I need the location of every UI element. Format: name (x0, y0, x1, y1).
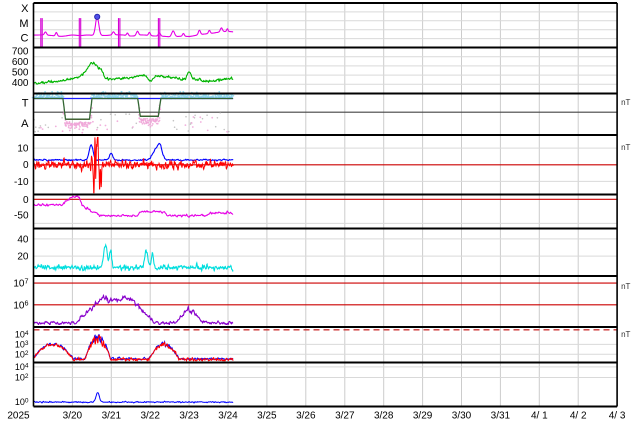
svg-text:0: 0 (23, 160, 29, 171)
svg-text:3/21: 3/21 (102, 411, 122, 422)
svg-text:2025: 2025 (7, 411, 30, 422)
svg-text:M: M (19, 18, 28, 30)
svg-text:40: 40 (17, 234, 29, 245)
svg-text:600: 600 (12, 57, 29, 68)
svg-text:T: T (22, 98, 29, 110)
svg-text:-10: -10 (14, 177, 29, 188)
svg-text:-50: -50 (14, 210, 29, 221)
svg-text:3/29: 3/29 (413, 411, 433, 422)
svg-text:3/25: 3/25 (257, 411, 277, 422)
svg-text:0: 0 (23, 195, 29, 206)
svg-text:C: C (21, 33, 29, 45)
svg-text:10: 10 (17, 144, 29, 155)
svg-text:X: X (21, 3, 29, 15)
svg-text:3/22: 3/22 (140, 411, 160, 422)
svg-text:3/27: 3/27 (335, 411, 355, 422)
svg-text:nT: nT (621, 282, 630, 291)
svg-text:nT: nT (621, 143, 630, 152)
svg-text:3/26: 3/26 (296, 411, 316, 422)
svg-text:A: A (21, 118, 29, 130)
svg-text:400: 400 (12, 78, 29, 89)
svg-text:4/ 2: 4/ 2 (570, 411, 587, 422)
svg-text:nT: nT (621, 98, 630, 107)
svg-text:3/28: 3/28 (374, 411, 394, 422)
svg-text:nT: nT (621, 330, 630, 339)
svg-text:20: 20 (17, 252, 29, 263)
svg-text:3/24: 3/24 (218, 411, 238, 422)
svg-text:4/ 3: 4/ 3 (609, 411, 626, 422)
svg-text:4/ 1: 4/ 1 (531, 411, 548, 422)
svg-text:3/20: 3/20 (63, 411, 83, 422)
svg-text:3/31: 3/31 (491, 411, 511, 422)
svg-text:500: 500 (12, 67, 29, 78)
svg-text:3/30: 3/30 (452, 411, 472, 422)
svg-text:3/23: 3/23 (179, 411, 199, 422)
